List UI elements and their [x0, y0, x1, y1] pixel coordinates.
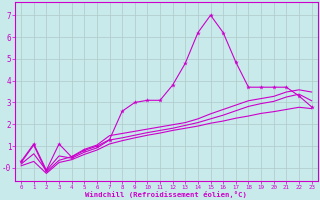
X-axis label: Windchill (Refroidissement éolien,°C): Windchill (Refroidissement éolien,°C)	[85, 191, 247, 198]
